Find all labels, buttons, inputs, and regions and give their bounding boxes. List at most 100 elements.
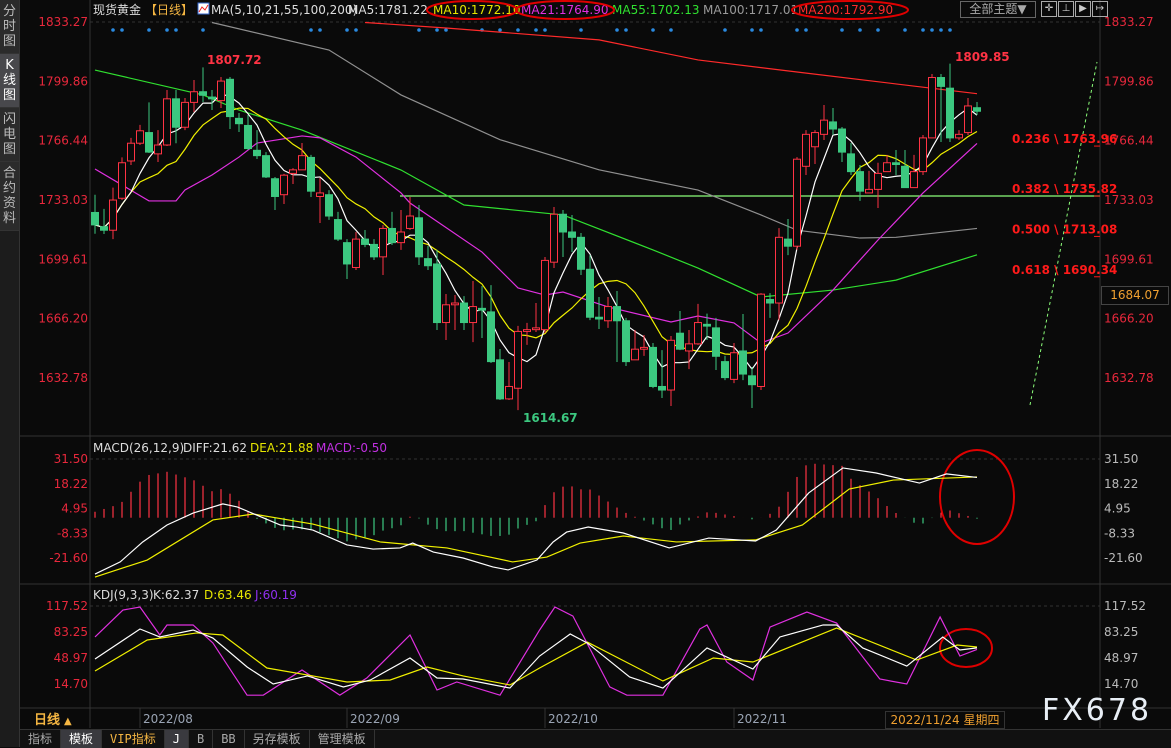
signal-dot xyxy=(498,28,502,32)
candle-up xyxy=(127,142,135,162)
candle-down xyxy=(307,156,315,192)
candle-down xyxy=(415,217,423,258)
signal-dot xyxy=(543,28,547,32)
diff-line xyxy=(94,467,978,575)
candle-down xyxy=(172,98,180,128)
signal-dot xyxy=(876,28,880,32)
signal-dot xyxy=(651,28,655,32)
tab-indicator[interactable]: 指标 xyxy=(20,730,62,748)
candle-up xyxy=(820,119,828,135)
side-tab-contract-info[interactable]: 合约资料 xyxy=(0,162,19,231)
candle-down xyxy=(577,236,585,270)
tab-vip-indicator[interactable]: VIP指标 xyxy=(102,730,165,748)
candle-up xyxy=(442,304,450,324)
tab-manage-template[interactable]: 管理模板 xyxy=(310,730,375,748)
macd-value: MACD:-0.50 xyxy=(316,441,387,455)
signal-dot xyxy=(723,28,727,32)
candle-down xyxy=(973,107,981,112)
macd-label-right: 4.95 xyxy=(1104,501,1131,515)
ma21-value: MA21:1764.90 xyxy=(521,3,609,17)
candle-down xyxy=(226,78,234,118)
candle-down xyxy=(892,162,900,166)
candle-up xyxy=(109,199,117,231)
signal-dot xyxy=(624,28,628,32)
tab-save-template[interactable]: 另存模板 xyxy=(245,730,310,748)
candle-up xyxy=(775,236,783,304)
candle-down xyxy=(721,361,729,379)
candle-down xyxy=(235,117,243,125)
circle-ma200 xyxy=(791,0,909,20)
signal-dot xyxy=(147,28,151,32)
kdj-label-right: 48.97 xyxy=(1104,651,1138,665)
macd-title: MACD(26,12,9) xyxy=(93,441,184,455)
ma100-line xyxy=(211,21,978,239)
price-label-left: 1799.86 xyxy=(38,74,88,88)
tab-bb[interactable]: BB xyxy=(213,730,245,748)
signal-dots xyxy=(111,28,952,32)
candle-up xyxy=(730,352,738,380)
price-label-left: 1666.20 xyxy=(38,312,88,326)
price-label-left: 1833.27 xyxy=(38,15,88,29)
tab-template[interactable]: 模板 xyxy=(61,730,103,748)
trend-projection-line[interactable] xyxy=(1029,61,1098,406)
side-tab-timeshare[interactable]: 分时图 xyxy=(0,0,19,54)
theme-dropdown[interactable]: 全部主题▼ xyxy=(960,1,1036,18)
candle-up xyxy=(469,306,477,324)
play-icon[interactable]: ▶ xyxy=(1075,1,1091,17)
candle-up xyxy=(406,215,414,229)
side-tab-flash[interactable]: 闪电图 xyxy=(0,108,19,162)
kdj-title: KDJ(9,3,3) xyxy=(93,588,154,602)
side-tab-strip: 分时图 K线图 闪电图 合约资料 xyxy=(0,0,20,747)
kdj-k: K:62.37 xyxy=(153,588,199,602)
candle-up xyxy=(685,343,693,352)
signal-dot xyxy=(165,28,169,32)
period-label: 【日线】 xyxy=(145,3,193,17)
candle-up xyxy=(550,213,558,263)
x-tick-label: 2022/10 xyxy=(548,712,598,726)
x-tick-label: 2022/08 xyxy=(143,712,193,726)
macd-label-left: 18.22 xyxy=(54,477,88,491)
candle-up xyxy=(865,188,873,194)
period-selector[interactable]: 日线 xyxy=(34,712,60,728)
candle-up xyxy=(640,346,648,350)
crosshair-icon[interactable]: ✛ xyxy=(1041,1,1057,17)
signal-dot xyxy=(534,28,538,32)
x-axis: 2022/08 2022/09 2022/10 2022/11 xyxy=(139,708,787,728)
macd-label-right: 18.22 xyxy=(1104,477,1138,491)
side-tab-kline[interactable]: K线图 xyxy=(0,54,19,108)
candle-up xyxy=(379,227,387,258)
candle-down xyxy=(568,231,576,238)
kdj-label-left: 48.97 xyxy=(54,651,88,665)
signal-dot xyxy=(759,28,763,32)
candle-up xyxy=(631,348,639,361)
triangle-up-icon[interactable]: ▲ xyxy=(64,716,72,727)
signal-dot xyxy=(948,28,952,32)
tab-j[interactable]: J xyxy=(164,730,189,748)
macd-diff: DIFF:21.62 xyxy=(183,441,247,455)
watermark-logo: FX678 xyxy=(1042,693,1153,728)
price-label-right: 1699.61 xyxy=(1104,252,1154,266)
candle-down xyxy=(145,132,153,153)
candle-down xyxy=(766,298,774,304)
signal-dot xyxy=(444,28,448,32)
price-label-right: 1733.03 xyxy=(1104,193,1154,207)
candle-down xyxy=(784,238,792,247)
symbol-name: 现货黄金 xyxy=(93,2,141,17)
price-axis: 1833.27 1799.86 1799.86 1766.44 1766.44 1733.… xyxy=(38,15,1153,385)
candle-down xyxy=(208,96,216,100)
tab-b[interactable]: B xyxy=(189,730,214,748)
candle-down xyxy=(829,121,837,130)
exit-icon[interactable]: ↦ xyxy=(1092,1,1108,17)
candle-up xyxy=(811,132,819,148)
ma5-value: MA5:1781.22 xyxy=(348,3,428,17)
signal-dot xyxy=(579,28,583,32)
indicator-chart-icon-glyph xyxy=(198,4,209,13)
candle-down xyxy=(334,219,342,240)
low-label: 1614.67 xyxy=(523,411,578,425)
candle-up xyxy=(298,155,306,171)
signal-dot xyxy=(201,28,205,32)
candle-down xyxy=(262,155,270,178)
candle-down xyxy=(370,243,378,258)
zoom-in-icon[interactable]: ⊥ xyxy=(1058,1,1074,17)
